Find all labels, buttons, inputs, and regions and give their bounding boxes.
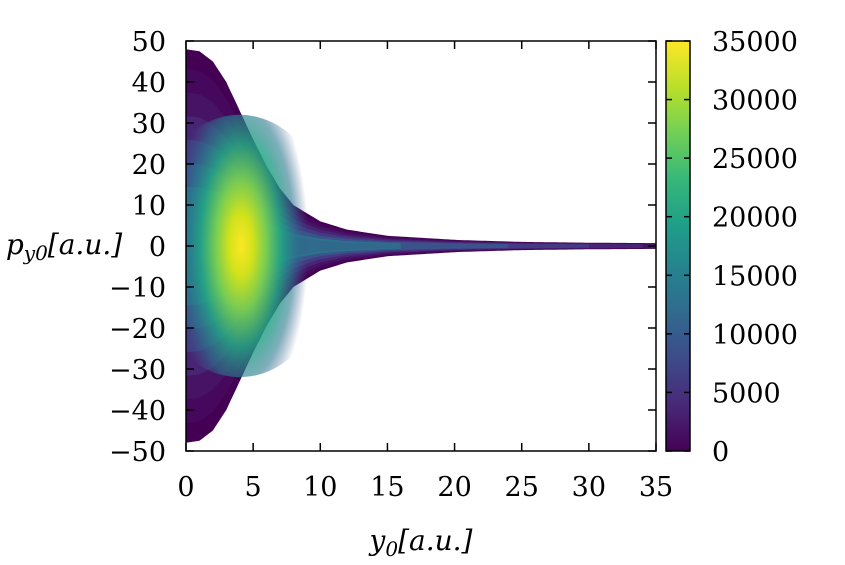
x-tick-label: 5 [245, 472, 262, 503]
y-tick-label: 0 [149, 232, 166, 263]
colorbar-tick-label: 10000 [712, 320, 798, 351]
x-tick-label: 35 [639, 472, 673, 503]
y-tick-label: −40 [109, 396, 166, 427]
colorbar-tick-label: 15000 [712, 261, 798, 292]
y-axis-label: py0[a.u.] [6, 228, 122, 265]
x-tick-label: 10 [303, 472, 337, 503]
y-tick-label: 20 [132, 150, 166, 181]
x-tick-label: 0 [177, 472, 194, 503]
y-tick-label: 50 [132, 27, 166, 58]
colorbar-tick-label: 0 [712, 437, 729, 468]
left-mask [0, 0, 186, 565]
axes: 0 5 10 15 20 25 30 35 50 40 30 20 10 0 −10 −20 −30 −40 −50 [109, 27, 673, 503]
peak-core [143, 114, 337, 378]
colorbar-tick-label: 25000 [712, 144, 798, 175]
x-tick-label: 15 [370, 472, 404, 503]
colorbar-frame [665, 40, 691, 452]
colorbar-tick-label: 30000 [712, 86, 798, 117]
y-tick-label: 10 [132, 191, 166, 222]
x-axis-label: y0[a.u.] [368, 524, 473, 561]
y-tick-label: −50 [109, 437, 166, 468]
y-tick-label: 30 [132, 109, 166, 140]
colorbar-tick-label: 5000 [712, 378, 781, 409]
colorbar-tick-label: 35000 [712, 27, 798, 58]
colorbar: 35000 30000 25000 20000 15000 10000 5000 0 [665, 27, 798, 468]
colorbar-gradient [666, 41, 690, 451]
plot-area [0, 0, 656, 565]
x-tick-label: 30 [572, 472, 606, 503]
y-tick-label: 40 [132, 68, 166, 99]
x-tick-label: 20 [437, 472, 471, 503]
y-tick-label: −10 [109, 273, 166, 304]
colorbar-tick-label: 20000 [712, 203, 798, 234]
x-tick-label: 25 [505, 472, 539, 503]
y-tick-label: −30 [109, 355, 166, 386]
y-tick-label: −20 [109, 314, 166, 345]
